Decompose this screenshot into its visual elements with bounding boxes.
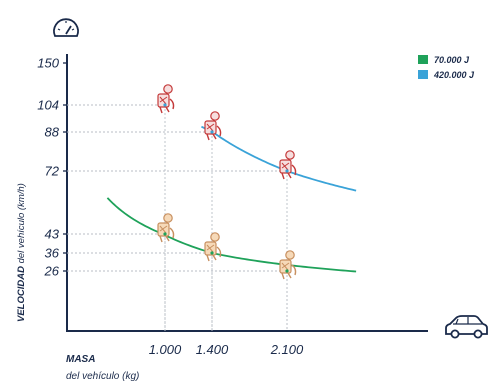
- x-axis-label-sub: del vehículo (kg): [66, 371, 139, 382]
- legend-label-blue: 420.000 J: [433, 70, 475, 80]
- y-tick-label: 150: [37, 56, 59, 71]
- y-tick-label: 26: [44, 264, 60, 279]
- crash-test-dummy-icon: [279, 250, 297, 280]
- legend-label-green: 70.000 J: [434, 55, 470, 65]
- crash-test-dummy-icon: [204, 111, 222, 141]
- crash-test-dummy-icon: [204, 232, 222, 262]
- data-point: [285, 269, 289, 273]
- data-point: [210, 130, 214, 134]
- data-point: [163, 232, 167, 236]
- y-tick-label: 88: [45, 125, 60, 140]
- legend: 70.000 J 420.000 J: [418, 55, 475, 80]
- y-axis-label: VELOCIDAD del vehículo (km/h): [16, 183, 27, 322]
- crash-test-dummy-icon: [157, 213, 175, 243]
- legend-swatch-green: [418, 55, 428, 64]
- crash-test-dummy-icon: [157, 84, 175, 114]
- x-axis-label-main: MASA: [66, 354, 95, 365]
- y-tick-label: 43: [45, 227, 60, 242]
- data-point: [210, 251, 214, 255]
- series-line: [106, 197, 357, 273]
- x-tick-label: 1.000: [149, 342, 182, 357]
- data-point: [163, 103, 167, 107]
- y-tick-label: 104: [37, 98, 59, 113]
- speedometer-icon: [53, 18, 79, 37]
- car-icon: [445, 315, 488, 339]
- x-tick-label: 1.400: [196, 342, 229, 357]
- y-tick-label: 36: [45, 246, 60, 261]
- series-line: [201, 125, 357, 192]
- crash-test-dummy-icon: [279, 150, 297, 180]
- legend-swatch-blue: [418, 70, 428, 79]
- x-tick-label: 2.100: [270, 342, 304, 357]
- data-point: [285, 169, 289, 173]
- y-tick-label: 72: [45, 164, 60, 179]
